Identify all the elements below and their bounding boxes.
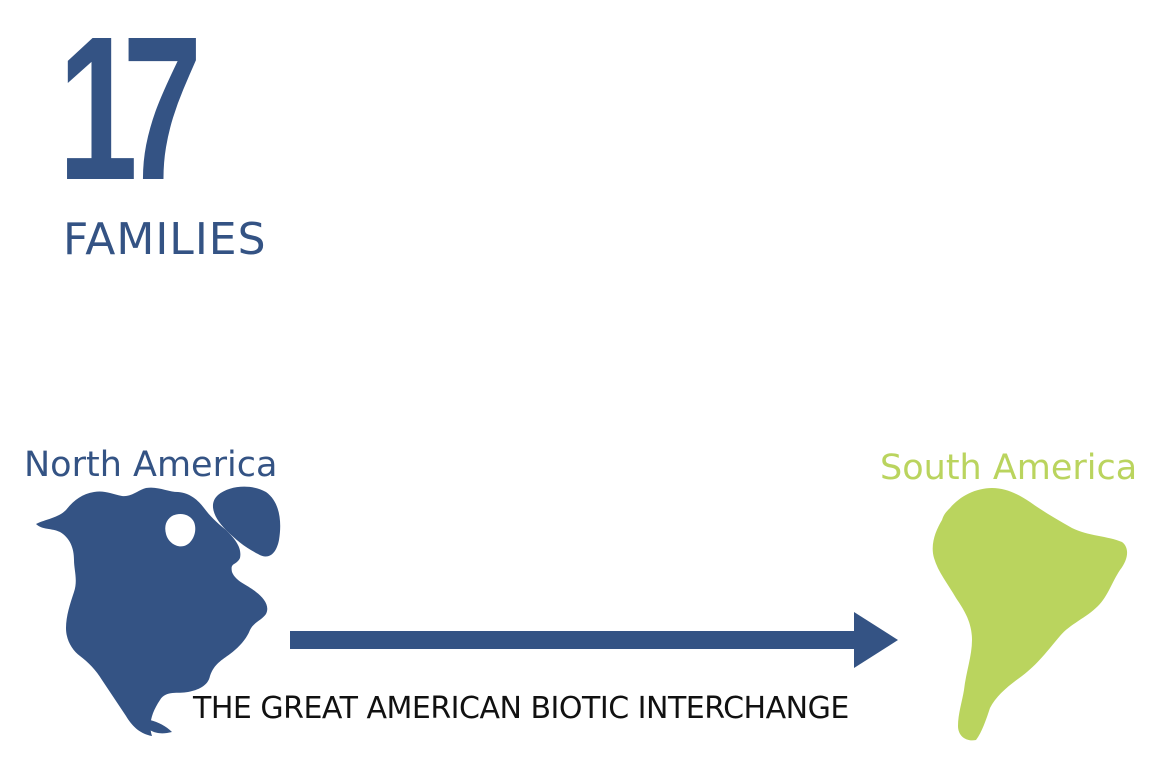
south-america-shape [932, 488, 1128, 741]
south-america-map-icon [932, 488, 1128, 741]
arrow-shaft [290, 631, 860, 649]
destination-region-label: South America [880, 448, 1138, 488]
north-america-map-icon [36, 486, 281, 736]
central-america-shape [150, 720, 172, 734]
greenland-shape [212, 486, 281, 557]
north-america-mainland-shape [36, 487, 268, 736]
arrow-head [854, 612, 898, 668]
family-count-unit: FAMILIES [63, 214, 267, 265]
right-arrow-icon [290, 612, 898, 668]
family-count: 17 [58, 0, 202, 223]
hudson-bay-shape [165, 514, 196, 547]
slide-caption: THE GREAT AMERICAN BIOTIC INTERCHANGE [193, 691, 849, 726]
origin-region-label: North America [24, 445, 278, 485]
